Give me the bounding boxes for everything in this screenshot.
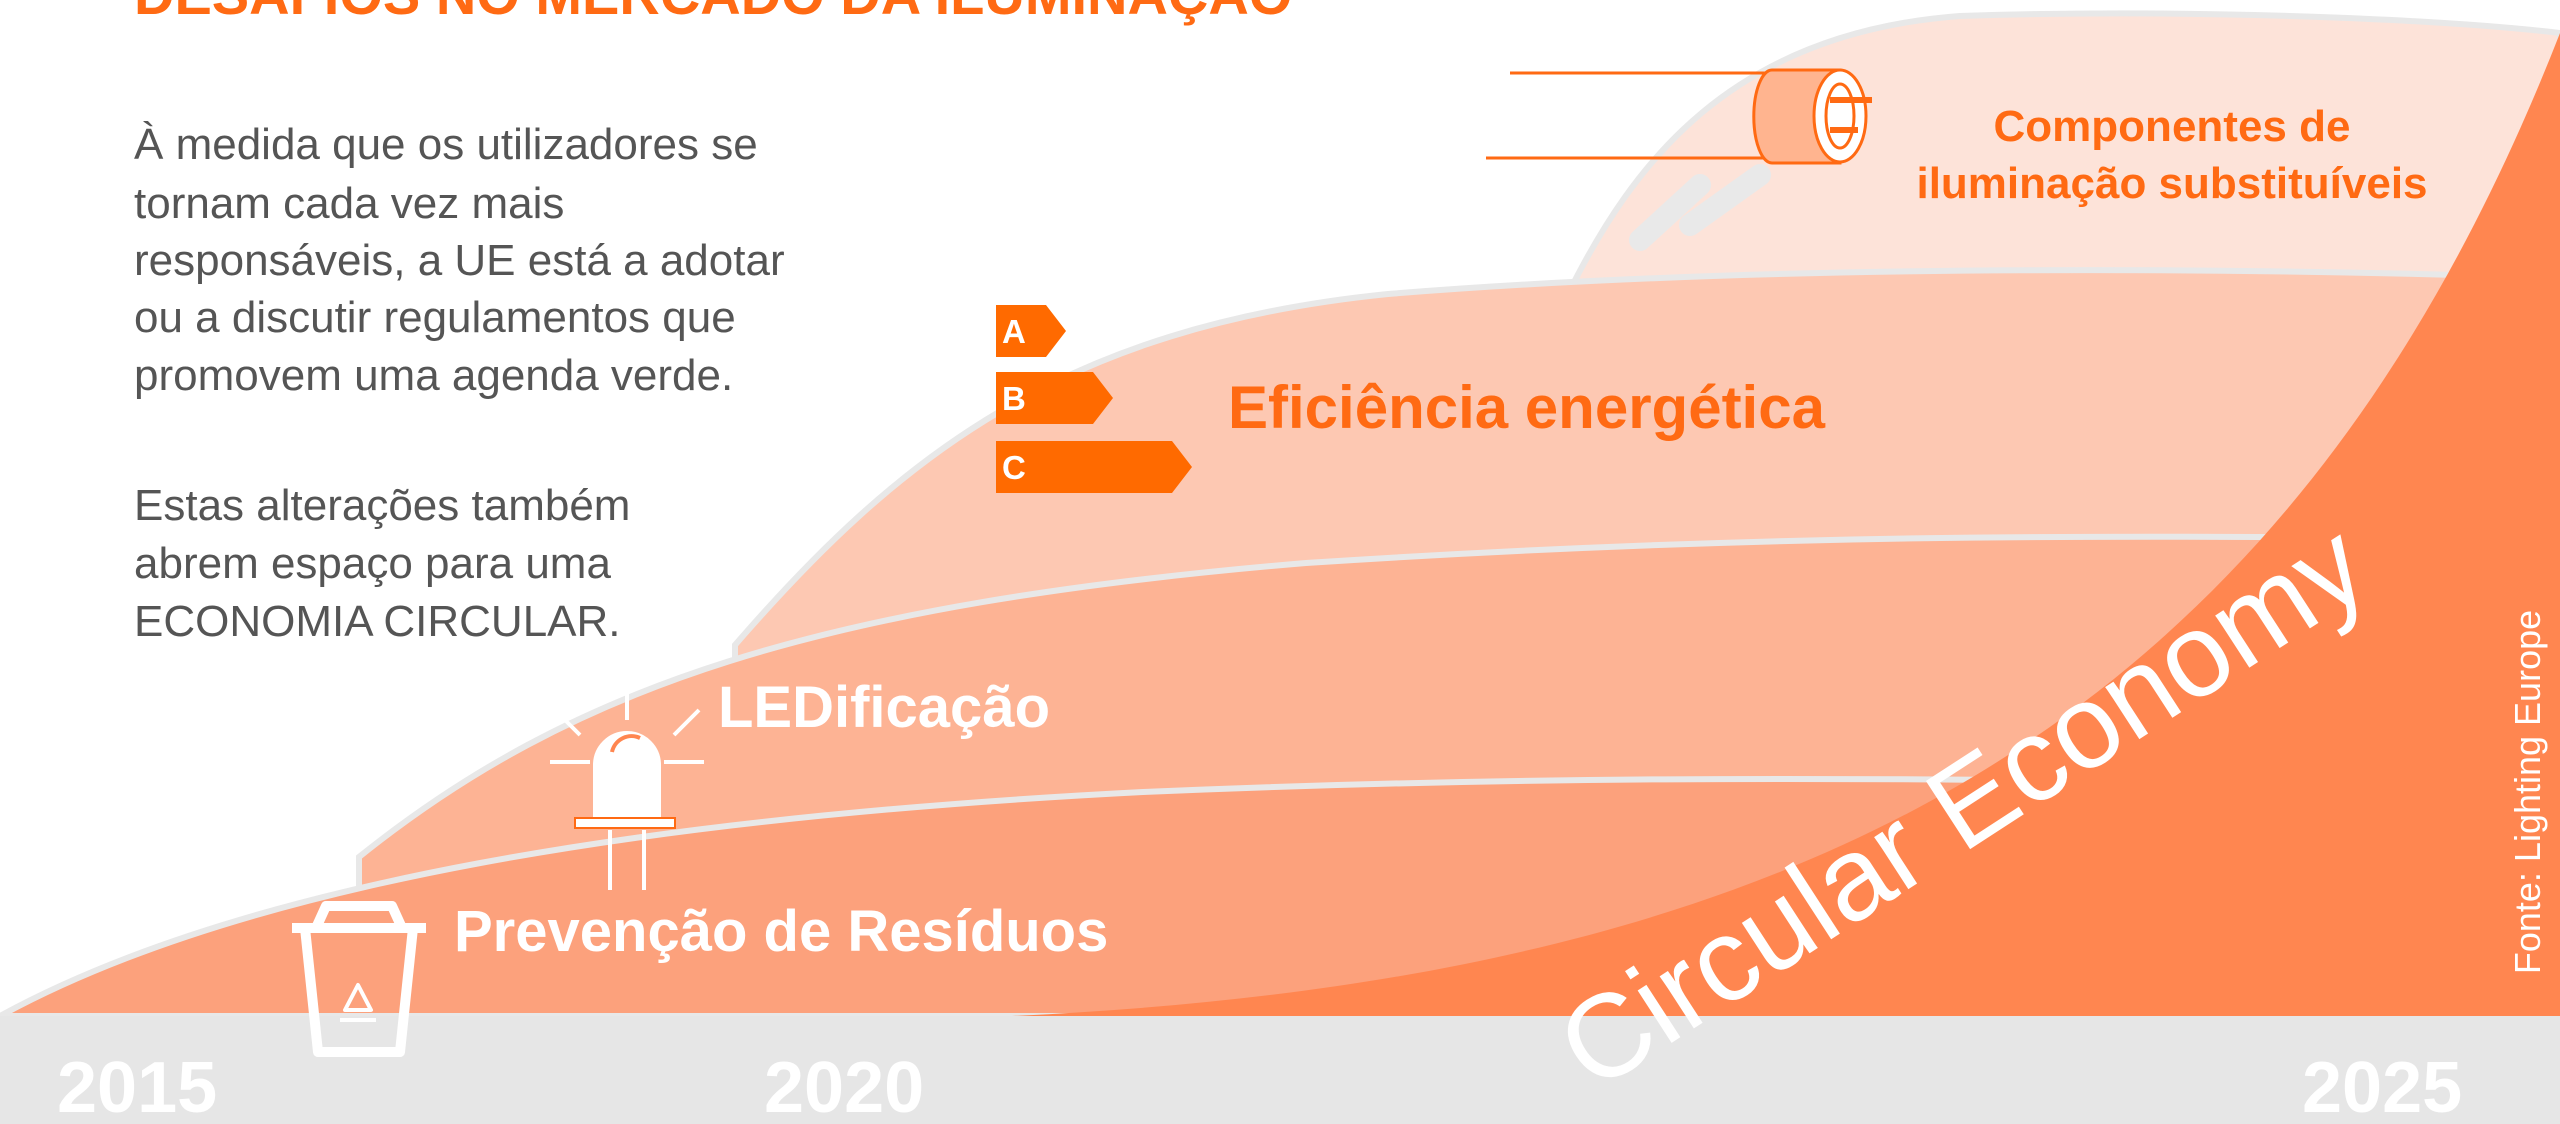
para-line: tornam cada vez mais xyxy=(134,179,564,228)
para-line: responsáveis, a UE está a adotar xyxy=(134,236,785,285)
energy-class: B xyxy=(1002,380,1026,417)
para-line: À medida que os utilizadores se xyxy=(134,120,758,169)
layer-label: iluminação substituíveis xyxy=(1916,159,2427,208)
para-line: ou a discutir regulamentos que xyxy=(134,293,736,342)
para-line: Estas alterações também xyxy=(134,481,630,530)
layer-label: Eficiência energética xyxy=(1228,374,1826,441)
year: 2025 xyxy=(2302,1048,2462,1124)
energy-class: C xyxy=(1002,449,1026,486)
energy-class: A xyxy=(1002,313,1026,350)
title: DESAFIOS NO MERCADO DA ILUMINAÇÃO xyxy=(134,0,1292,26)
year: 2015 xyxy=(57,1048,217,1124)
timeline-band xyxy=(0,1016,2560,1124)
layer-label: LEDificação xyxy=(718,675,1050,740)
source: Fonte: Lighting Europe xyxy=(2507,610,2548,974)
year: 2020 xyxy=(764,1048,924,1124)
infographic: 2015 2020 2025 DESAFIOS NO MERCADO DA IL… xyxy=(0,0,2560,1124)
layer-label: Prevenção de Resíduos xyxy=(454,899,1108,964)
para-line: promovem uma agenda verde. xyxy=(134,351,733,400)
layer-label: Componentes de xyxy=(1994,102,2351,151)
para-line: abrem espaço para uma xyxy=(134,539,611,588)
para-line: ECONOMIA CIRCULAR. xyxy=(134,597,621,646)
